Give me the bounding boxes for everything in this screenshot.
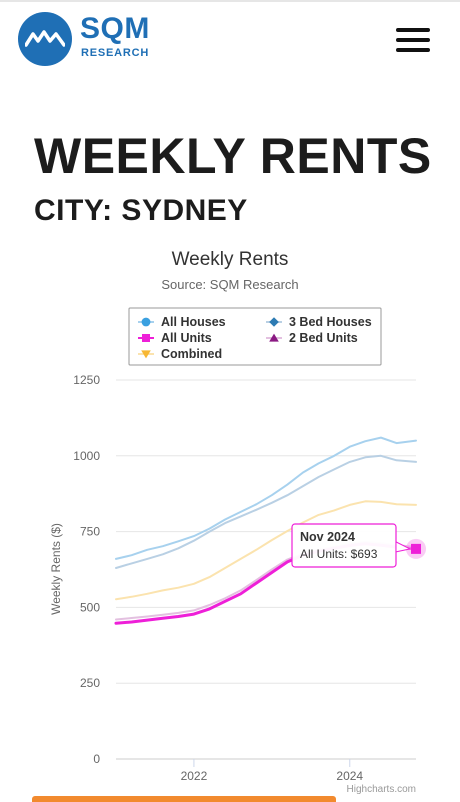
hamburger-menu-icon[interactable] bbox=[396, 28, 430, 52]
tooltip-value: All Units: $693 bbox=[300, 547, 378, 561]
y-tick-label: 0 bbox=[93, 752, 100, 766]
legend-marker bbox=[141, 317, 151, 327]
chart-credits[interactable]: Highcharts.com bbox=[347, 784, 416, 795]
y-tick-label: 1250 bbox=[73, 373, 100, 387]
chart-tooltip: Nov 2024 All Units: $693 bbox=[291, 523, 426, 568]
legend-item[interactable]: 3 Bed Houses bbox=[289, 315, 372, 329]
legend-item[interactable]: All Units bbox=[161, 331, 212, 345]
chart-title: Weekly Rents bbox=[172, 249, 289, 270]
y-axis: 0 250 500 750 1000 1250 bbox=[73, 373, 100, 766]
logo-name: SQM bbox=[80, 12, 150, 45]
chart-subtitle: Source: SQM Research bbox=[161, 277, 298, 292]
y-tick-label: 1000 bbox=[73, 449, 100, 463]
logo-subtitle: RESEARCH bbox=[81, 47, 150, 59]
tooltip-date: Nov 2024 bbox=[300, 530, 355, 544]
top-divider bbox=[0, 0, 460, 2]
legend-item[interactable]: All Houses bbox=[161, 315, 226, 329]
legend-marker bbox=[269, 317, 279, 327]
bottom-button-edge[interactable] bbox=[32, 796, 336, 802]
logo-mark-icon bbox=[18, 12, 72, 66]
legend-item[interactable]: 2 Bed Units bbox=[289, 331, 358, 345]
tooltip-pointer bbox=[395, 541, 412, 553]
page-subtitle: CITY: SYDNEY bbox=[34, 194, 248, 227]
series-line-combined[interactable] bbox=[115, 500, 417, 601]
chart-grid bbox=[116, 379, 416, 760]
x-tick-label: 2024 bbox=[336, 769, 363, 783]
series-line-3-bed-houses[interactable] bbox=[115, 454, 417, 569]
legend-item[interactable]: Combined bbox=[161, 347, 222, 361]
chart-legend: All Houses 3 Bed Houses All Units 2 Bed Uni… bbox=[128, 307, 382, 366]
series-line-all-houses[interactable] bbox=[115, 436, 417, 560]
y-tick-label: 500 bbox=[80, 600, 100, 614]
y-tick-label: 750 bbox=[80, 525, 100, 539]
y-tick-label: 250 bbox=[80, 676, 100, 690]
legend-marker bbox=[141, 350, 151, 359]
weekly-rents-chart[interactable]: Weekly Rents Source: SQM Research All Ho… bbox=[0, 236, 460, 800]
legend-marker bbox=[142, 334, 150, 342]
sqm-logo[interactable]: SQM RESEARCH bbox=[18, 12, 188, 68]
y-axis-title: Weekly Rents ($) bbox=[49, 523, 63, 615]
page-title: WEEKLY RENTS bbox=[34, 128, 432, 184]
x-axis: 2022 2024 bbox=[181, 759, 363, 783]
x-tick-label: 2022 bbox=[181, 769, 208, 783]
legend-marker bbox=[269, 333, 279, 342]
hover-marker bbox=[411, 543, 421, 554]
